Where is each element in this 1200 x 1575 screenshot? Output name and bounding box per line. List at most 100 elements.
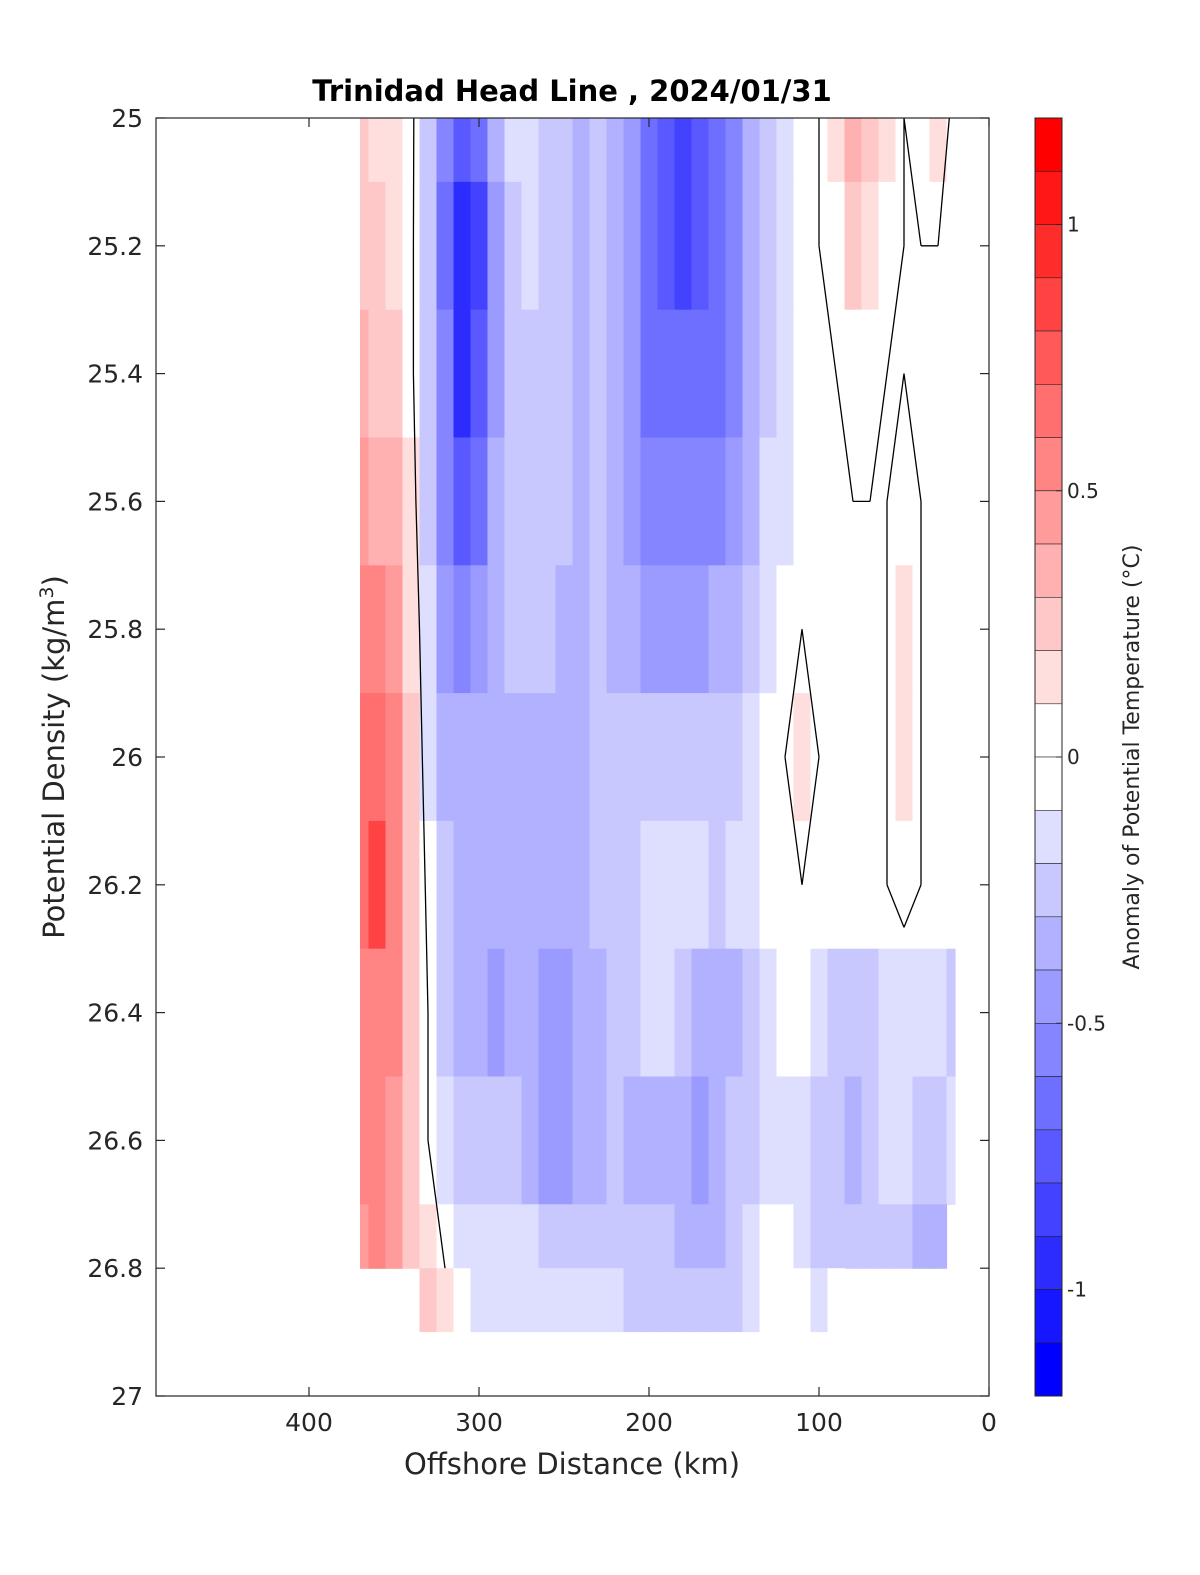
anomaly-cell	[521, 948, 540, 1078]
anomaly-cell	[606, 309, 625, 439]
anomaly-cell	[725, 565, 744, 694]
anomaly-cell	[470, 118, 489, 183]
anomaly-cell	[538, 1076, 557, 1205]
anomaly-cell	[623, 309, 642, 439]
x-tick-label: 200	[625, 1408, 673, 1437]
anomaly-cell	[419, 1204, 438, 1269]
anomaly-cell	[402, 693, 421, 822]
anomaly-cell	[674, 693, 693, 822]
anomaly-cell	[878, 948, 897, 1078]
colorbar-band	[1034, 117, 1063, 172]
anomaly-cell	[538, 309, 557, 439]
anomaly-cell	[470, 181, 489, 311]
anomaly-cell	[691, 948, 710, 1078]
x-tick-label: 100	[795, 1408, 843, 1437]
anomaly-cell	[360, 820, 370, 950]
anomaly-cell	[360, 1204, 370, 1269]
anomaly-cell	[946, 118, 956, 183]
anomaly-cell	[691, 118, 710, 183]
anomaly-cell	[929, 181, 948, 311]
anomaly-cell	[759, 309, 778, 439]
anomaly-cell	[572, 1268, 591, 1333]
y-axis-label: Potential Density (kg/m3)	[36, 575, 71, 939]
anomaly-cell	[555, 1076, 574, 1205]
anomaly-cell	[929, 309, 948, 439]
anomaly-cell	[555, 565, 574, 694]
anomaly-cell	[674, 1204, 693, 1269]
anomaly-cell	[742, 820, 761, 950]
anomaly-cell	[538, 948, 557, 1078]
anomaly-cell	[640, 437, 659, 566]
anomaly-cell	[589, 820, 608, 950]
plot-area	[155, 117, 990, 1397]
anomaly-cell	[895, 693, 914, 822]
anomaly-cell	[606, 1076, 625, 1205]
anomaly-cell	[385, 565, 404, 694]
anomaly-cell	[487, 1204, 506, 1269]
anomaly-cell	[912, 948, 931, 1078]
anomaly-cell	[470, 1076, 489, 1205]
anomaly-cell	[402, 1076, 421, 1205]
anomaly-cell	[776, 1268, 795, 1333]
anomaly-cell	[368, 118, 387, 183]
anomaly-cell	[555, 948, 574, 1078]
anomaly-cell	[572, 948, 591, 1078]
anomaly-cell	[725, 820, 744, 950]
anomaly-cell	[623, 693, 642, 822]
colorbar-band	[1034, 650, 1063, 705]
y-axis-label-superscript: 3	[36, 586, 58, 598]
anomaly-cell	[878, 118, 897, 183]
anomaly-cell	[759, 565, 778, 694]
anomaly-cell	[640, 820, 659, 950]
zero-contour-line	[412, 118, 950, 1269]
anomaly-cell	[895, 948, 914, 1078]
anomaly-cell	[640, 118, 659, 183]
anomaly-cell	[385, 181, 404, 311]
anomaly-cell	[360, 309, 370, 439]
anomaly-cell	[725, 181, 744, 311]
anomaly-cell	[504, 565, 523, 694]
anomaly-cell	[946, 1076, 956, 1205]
anomaly-cell	[895, 437, 914, 566]
colorbar-band	[1034, 1236, 1063, 1290]
colorbar-band	[1034, 1022, 1063, 1077]
anomaly-cell	[725, 693, 744, 822]
anomaly-cell	[385, 309, 404, 439]
anomaly-cell	[538, 693, 557, 822]
colorbar-band	[1034, 1289, 1063, 1344]
anomaly-cell	[470, 693, 489, 822]
anomaly-cell	[844, 693, 863, 822]
anomaly-cell	[572, 118, 591, 183]
anomaly-cell	[402, 565, 421, 694]
anomaly-field	[360, 118, 956, 1333]
anomaly-cell	[844, 948, 863, 1078]
anomaly-cell	[861, 693, 880, 822]
anomaly-cell	[487, 181, 506, 311]
anomaly-cell	[759, 1268, 778, 1333]
anomaly-cell	[368, 948, 387, 1078]
anomaly-cell	[419, 118, 438, 183]
anomaly-cell	[623, 1268, 642, 1333]
anomaly-cell	[912, 1204, 931, 1269]
anomaly-cell	[691, 1204, 710, 1269]
anomaly-cell	[555, 437, 574, 566]
anomaly-cell	[487, 565, 506, 694]
anomaly-cell	[827, 948, 846, 1078]
anomaly-cell	[572, 565, 591, 694]
anomaly-cell	[861, 1076, 880, 1205]
anomaly-cell	[504, 1204, 523, 1269]
anomaly-cell	[674, 1076, 693, 1205]
anomaly-cell	[470, 1268, 489, 1333]
anomaly-cell	[946, 565, 956, 694]
anomaly-cell	[470, 565, 489, 694]
anomaly-cell	[504, 1076, 523, 1205]
anomaly-cell	[487, 309, 506, 439]
anomaly-cell	[572, 1204, 591, 1269]
anomaly-cell	[708, 1076, 727, 1205]
anomaly-cell	[946, 820, 956, 950]
anomaly-cell	[878, 1076, 897, 1205]
anomaly-cell	[844, 1076, 863, 1205]
y-axis-label-main: Potential Density (kg/m	[37, 599, 71, 939]
colorbar-band	[1034, 863, 1063, 918]
anomaly-cell	[827, 437, 846, 566]
